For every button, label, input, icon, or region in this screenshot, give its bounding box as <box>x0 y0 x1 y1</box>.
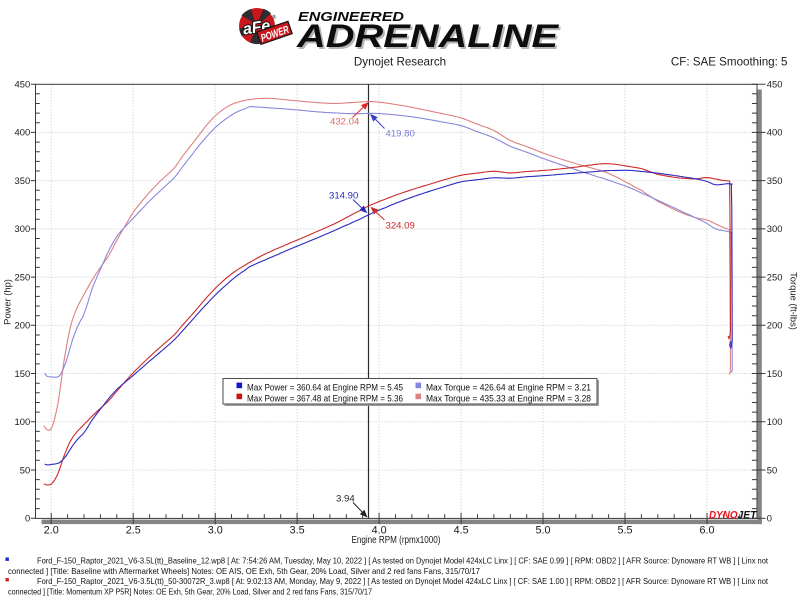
svg-text:150: 150 <box>767 368 783 379</box>
svg-text:DYNO: DYNO <box>709 509 738 521</box>
svg-text:350: 350 <box>15 175 31 186</box>
svg-text:314.90: 314.90 <box>329 190 358 201</box>
svg-text:350: 350 <box>767 175 783 186</box>
svg-text:450: 450 <box>767 79 783 90</box>
svg-text:100: 100 <box>15 416 31 427</box>
svg-text:connected ] [Title: Baseline w: connected ] [Title: Baseline with Afterm… <box>8 566 480 576</box>
svg-text:ENGINEERED: ENGINEERED <box>298 9 405 24</box>
svg-text:Max Torque = 426.64 at Engine: Max Torque = 426.64 at Engine RPM = 3.21 <box>426 382 591 392</box>
svg-text:432.04: 432.04 <box>330 117 360 128</box>
svg-text:400: 400 <box>15 127 31 138</box>
svg-text:Power (hp): Power (hp) <box>2 279 13 325</box>
svg-text:200: 200 <box>15 320 31 331</box>
svg-text:0: 0 <box>767 513 772 524</box>
svg-text:Ford_F-150_Raptor_2021_V6-3.5L: Ford_F-150_Raptor_2021_V6-3.5L(tt)_Basel… <box>37 555 768 565</box>
svg-text:ADRENALINE: ADRENALINE <box>296 18 560 54</box>
svg-text:3.94: 3.94 <box>336 494 355 505</box>
svg-text:5.5: 5.5 <box>617 525 632 537</box>
svg-text:0: 0 <box>25 513 30 524</box>
svg-text:Max Torque = 435.33 at Engine: Max Torque = 435.33 at Engine RPM = 3.28 <box>426 393 591 403</box>
svg-text:50: 50 <box>767 464 777 475</box>
svg-text:150: 150 <box>15 368 31 379</box>
svg-text:Engine RPM (rpmx1000): Engine RPM (rpmx1000) <box>352 535 441 546</box>
svg-text:250: 250 <box>15 271 31 282</box>
svg-text:250: 250 <box>767 271 783 282</box>
svg-text:2.5: 2.5 <box>126 525 141 537</box>
svg-text:6.0: 6.0 <box>699 525 714 537</box>
svg-text:3.5: 3.5 <box>290 525 305 537</box>
svg-text:300: 300 <box>15 223 31 234</box>
svg-text:200: 200 <box>767 320 783 331</box>
svg-text:324.09: 324.09 <box>386 221 415 232</box>
svg-text:JET: JET <box>738 509 758 521</box>
svg-text:CF: SAE Smoothing: 5: CF: SAE Smoothing: 5 <box>671 56 788 69</box>
svg-text:3.0: 3.0 <box>208 525 223 537</box>
svg-text:Max Power = 367.48 at Engine R: Max Power = 367.48 at Engine RPM = 5.36 <box>247 393 403 403</box>
svg-text:100: 100 <box>767 416 783 427</box>
svg-text:50: 50 <box>20 464 30 475</box>
svg-text:Ford_F-150_Raptor_2021_V6-3.5L: Ford_F-150_Raptor_2021_V6-3.5L(tt)_50-30… <box>37 576 769 586</box>
svg-text:419.80: 419.80 <box>386 129 415 140</box>
svg-text:Max Power = 360.64 at Engine R: Max Power = 360.64 at Engine RPM = 5.45 <box>247 382 403 392</box>
svg-text:Dynojet Research: Dynojet Research <box>354 56 446 69</box>
svg-text:400: 400 <box>767 127 783 138</box>
svg-text:Torque (ft-lbs): Torque (ft-lbs) <box>789 272 800 330</box>
svg-text:2.0: 2.0 <box>44 525 59 537</box>
svg-text:300: 300 <box>767 223 783 234</box>
svg-text:4.5: 4.5 <box>454 525 469 537</box>
svg-text:connected ] [Title: Momentum X: connected ] [Title: Momentum XP P5R] Not… <box>8 587 372 597</box>
svg-text:450: 450 <box>15 79 31 90</box>
svg-text:4.0: 4.0 <box>372 525 387 537</box>
svg-text:®: ® <box>272 14 276 21</box>
svg-text:5.0: 5.0 <box>535 525 550 537</box>
